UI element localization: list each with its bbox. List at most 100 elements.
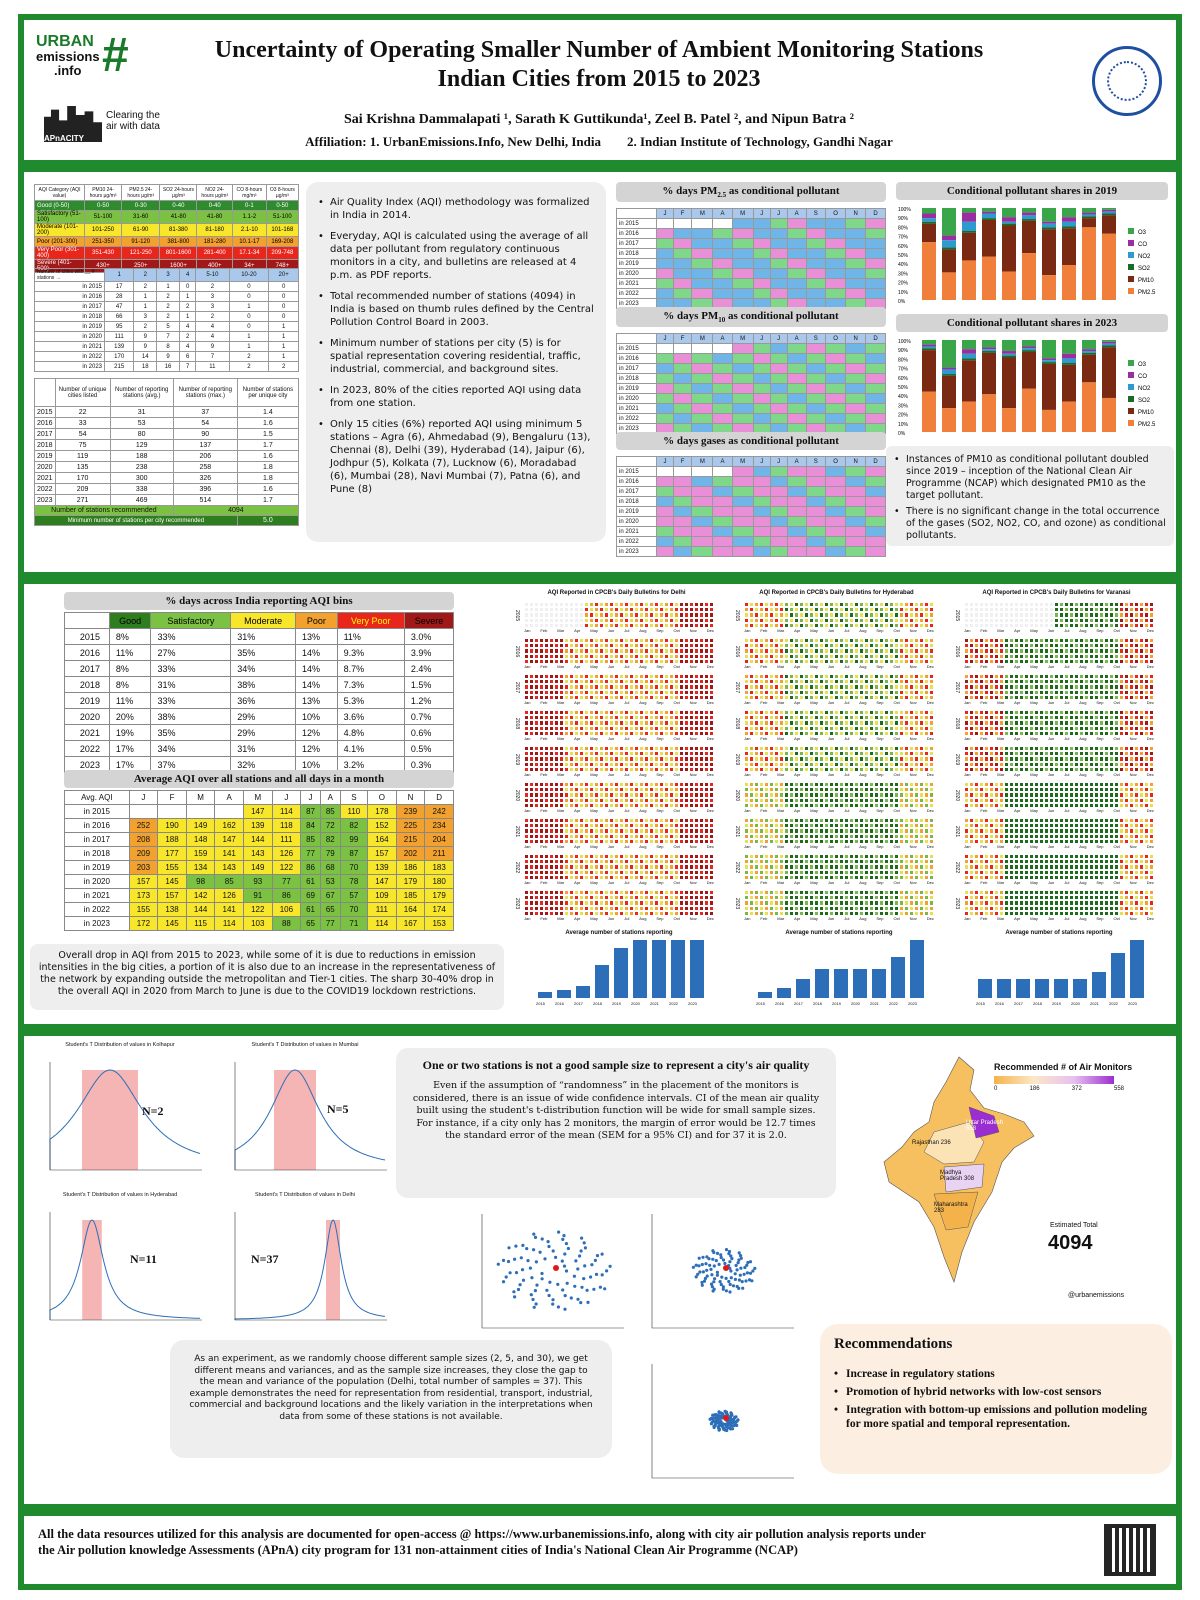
heat-cell xyxy=(824,715,829,721)
heat-cell xyxy=(799,869,804,875)
heat-cell xyxy=(909,782,914,788)
heat-cell xyxy=(744,802,749,808)
heat-cell xyxy=(654,869,659,875)
heat-cell xyxy=(594,602,599,608)
heat-cell xyxy=(639,766,644,772)
heat-cell xyxy=(644,638,649,644)
heat-cell xyxy=(999,617,1004,623)
heat-cell xyxy=(639,864,644,870)
heat-cell xyxy=(544,751,549,757)
heat-cell xyxy=(644,674,649,680)
bins-header-cell: Poor xyxy=(295,612,338,629)
heat-cell xyxy=(779,823,784,829)
cond-cell xyxy=(845,486,867,497)
heat-cell xyxy=(639,874,644,880)
heat-cell xyxy=(859,710,864,716)
heat-cell xyxy=(914,823,919,829)
heat-cell xyxy=(534,905,539,911)
heat-cell xyxy=(879,874,884,880)
heat-cell xyxy=(909,602,914,608)
heat-cell xyxy=(624,854,629,860)
heat-month-label: Dec xyxy=(926,664,934,669)
heat-cell xyxy=(899,653,904,659)
heat-cell xyxy=(774,658,779,664)
heat-cell xyxy=(819,658,824,664)
heat-cell xyxy=(809,895,814,901)
heat-cell xyxy=(644,746,649,752)
heat-cell xyxy=(704,766,709,772)
heat-cell xyxy=(814,864,819,870)
bins-cell: 36% xyxy=(230,692,297,709)
heat-cell xyxy=(924,622,929,628)
heat-cell xyxy=(774,859,779,865)
heat-cell xyxy=(704,689,709,695)
heat-cell xyxy=(559,746,564,752)
heat-cell xyxy=(859,838,864,844)
share-bar-segment xyxy=(982,340,996,348)
share-bar-segment xyxy=(982,218,996,220)
heat-cell xyxy=(889,658,894,664)
heat-cell xyxy=(709,622,714,628)
heat-cell xyxy=(649,653,654,659)
heat-cell xyxy=(619,653,624,659)
heat-cell xyxy=(834,617,839,623)
monthly-header-cell: J xyxy=(128,790,159,805)
monthly-cell: 71 xyxy=(339,916,369,931)
stations-cell: 271 xyxy=(54,494,111,506)
heat-cell xyxy=(754,792,759,798)
heat-cell xyxy=(929,797,934,803)
station-bars-title: Average number of stations reporting xyxy=(565,930,673,936)
heat-cell xyxy=(824,864,829,870)
heat-cell xyxy=(629,725,634,731)
heat-cell xyxy=(889,622,894,628)
cond-cell xyxy=(656,393,674,405)
heatmap-year-row: 2016 Jan Feb Mar Apr May Jun Jul Aug Sep Oct Nov Dec xyxy=(734,638,939,672)
heat-cell xyxy=(929,612,934,618)
cond-cell xyxy=(752,383,771,395)
legend-label: NO2 xyxy=(1138,254,1151,260)
heat-cell xyxy=(559,684,564,690)
heat-cell xyxy=(614,895,619,901)
pm10-title: % days PM10 as conditional pollutant xyxy=(616,307,886,328)
heat-cell xyxy=(814,818,819,824)
heat-cell xyxy=(564,833,569,839)
heat-cell xyxy=(639,694,644,700)
heat-cell xyxy=(824,679,829,685)
heat-cell xyxy=(1134,612,1139,618)
cond-cell xyxy=(672,258,693,270)
monthly-cell: 239 xyxy=(395,804,426,819)
heat-month-label: Apr xyxy=(794,700,801,705)
heat-cell xyxy=(824,828,829,834)
cond-year: in 2020 xyxy=(616,268,657,280)
aqi-category-cell: Good (0-50) xyxy=(34,200,85,211)
monthly-row: in 2022 155 138 144 141 122 106 61 65 70 111 164 174 xyxy=(64,902,454,917)
heat-cell xyxy=(539,874,544,880)
heat-cell xyxy=(659,761,664,767)
heat-cell xyxy=(804,756,809,762)
monthly-cell: 190 xyxy=(157,818,187,833)
heat-cell xyxy=(984,607,989,613)
cond-row: in 2021 xyxy=(616,278,886,290)
heat-cell xyxy=(874,766,879,772)
heat-cell xyxy=(874,679,879,685)
heat-cell xyxy=(684,658,689,664)
heat-cell xyxy=(754,725,759,731)
heat-cell xyxy=(1049,607,1054,613)
heat-cell xyxy=(679,838,684,844)
heat-cell xyxy=(754,869,759,875)
heat-cell xyxy=(589,617,594,623)
heat-cell xyxy=(924,684,929,690)
heat-cell xyxy=(759,766,764,772)
heat-cell xyxy=(774,823,779,829)
heat-cell xyxy=(614,828,619,834)
heat-cell xyxy=(634,802,639,808)
heat-cell xyxy=(899,602,904,608)
cond-cell xyxy=(672,476,693,487)
heat-cell xyxy=(534,725,539,731)
min-row: Minimum number of stations per city reco… xyxy=(34,515,300,526)
stations-cell: 53 xyxy=(109,417,174,429)
heat-cell xyxy=(889,756,894,762)
heat-cell xyxy=(764,792,769,798)
cond-month: F xyxy=(672,456,693,467)
heat-cell xyxy=(819,612,824,618)
